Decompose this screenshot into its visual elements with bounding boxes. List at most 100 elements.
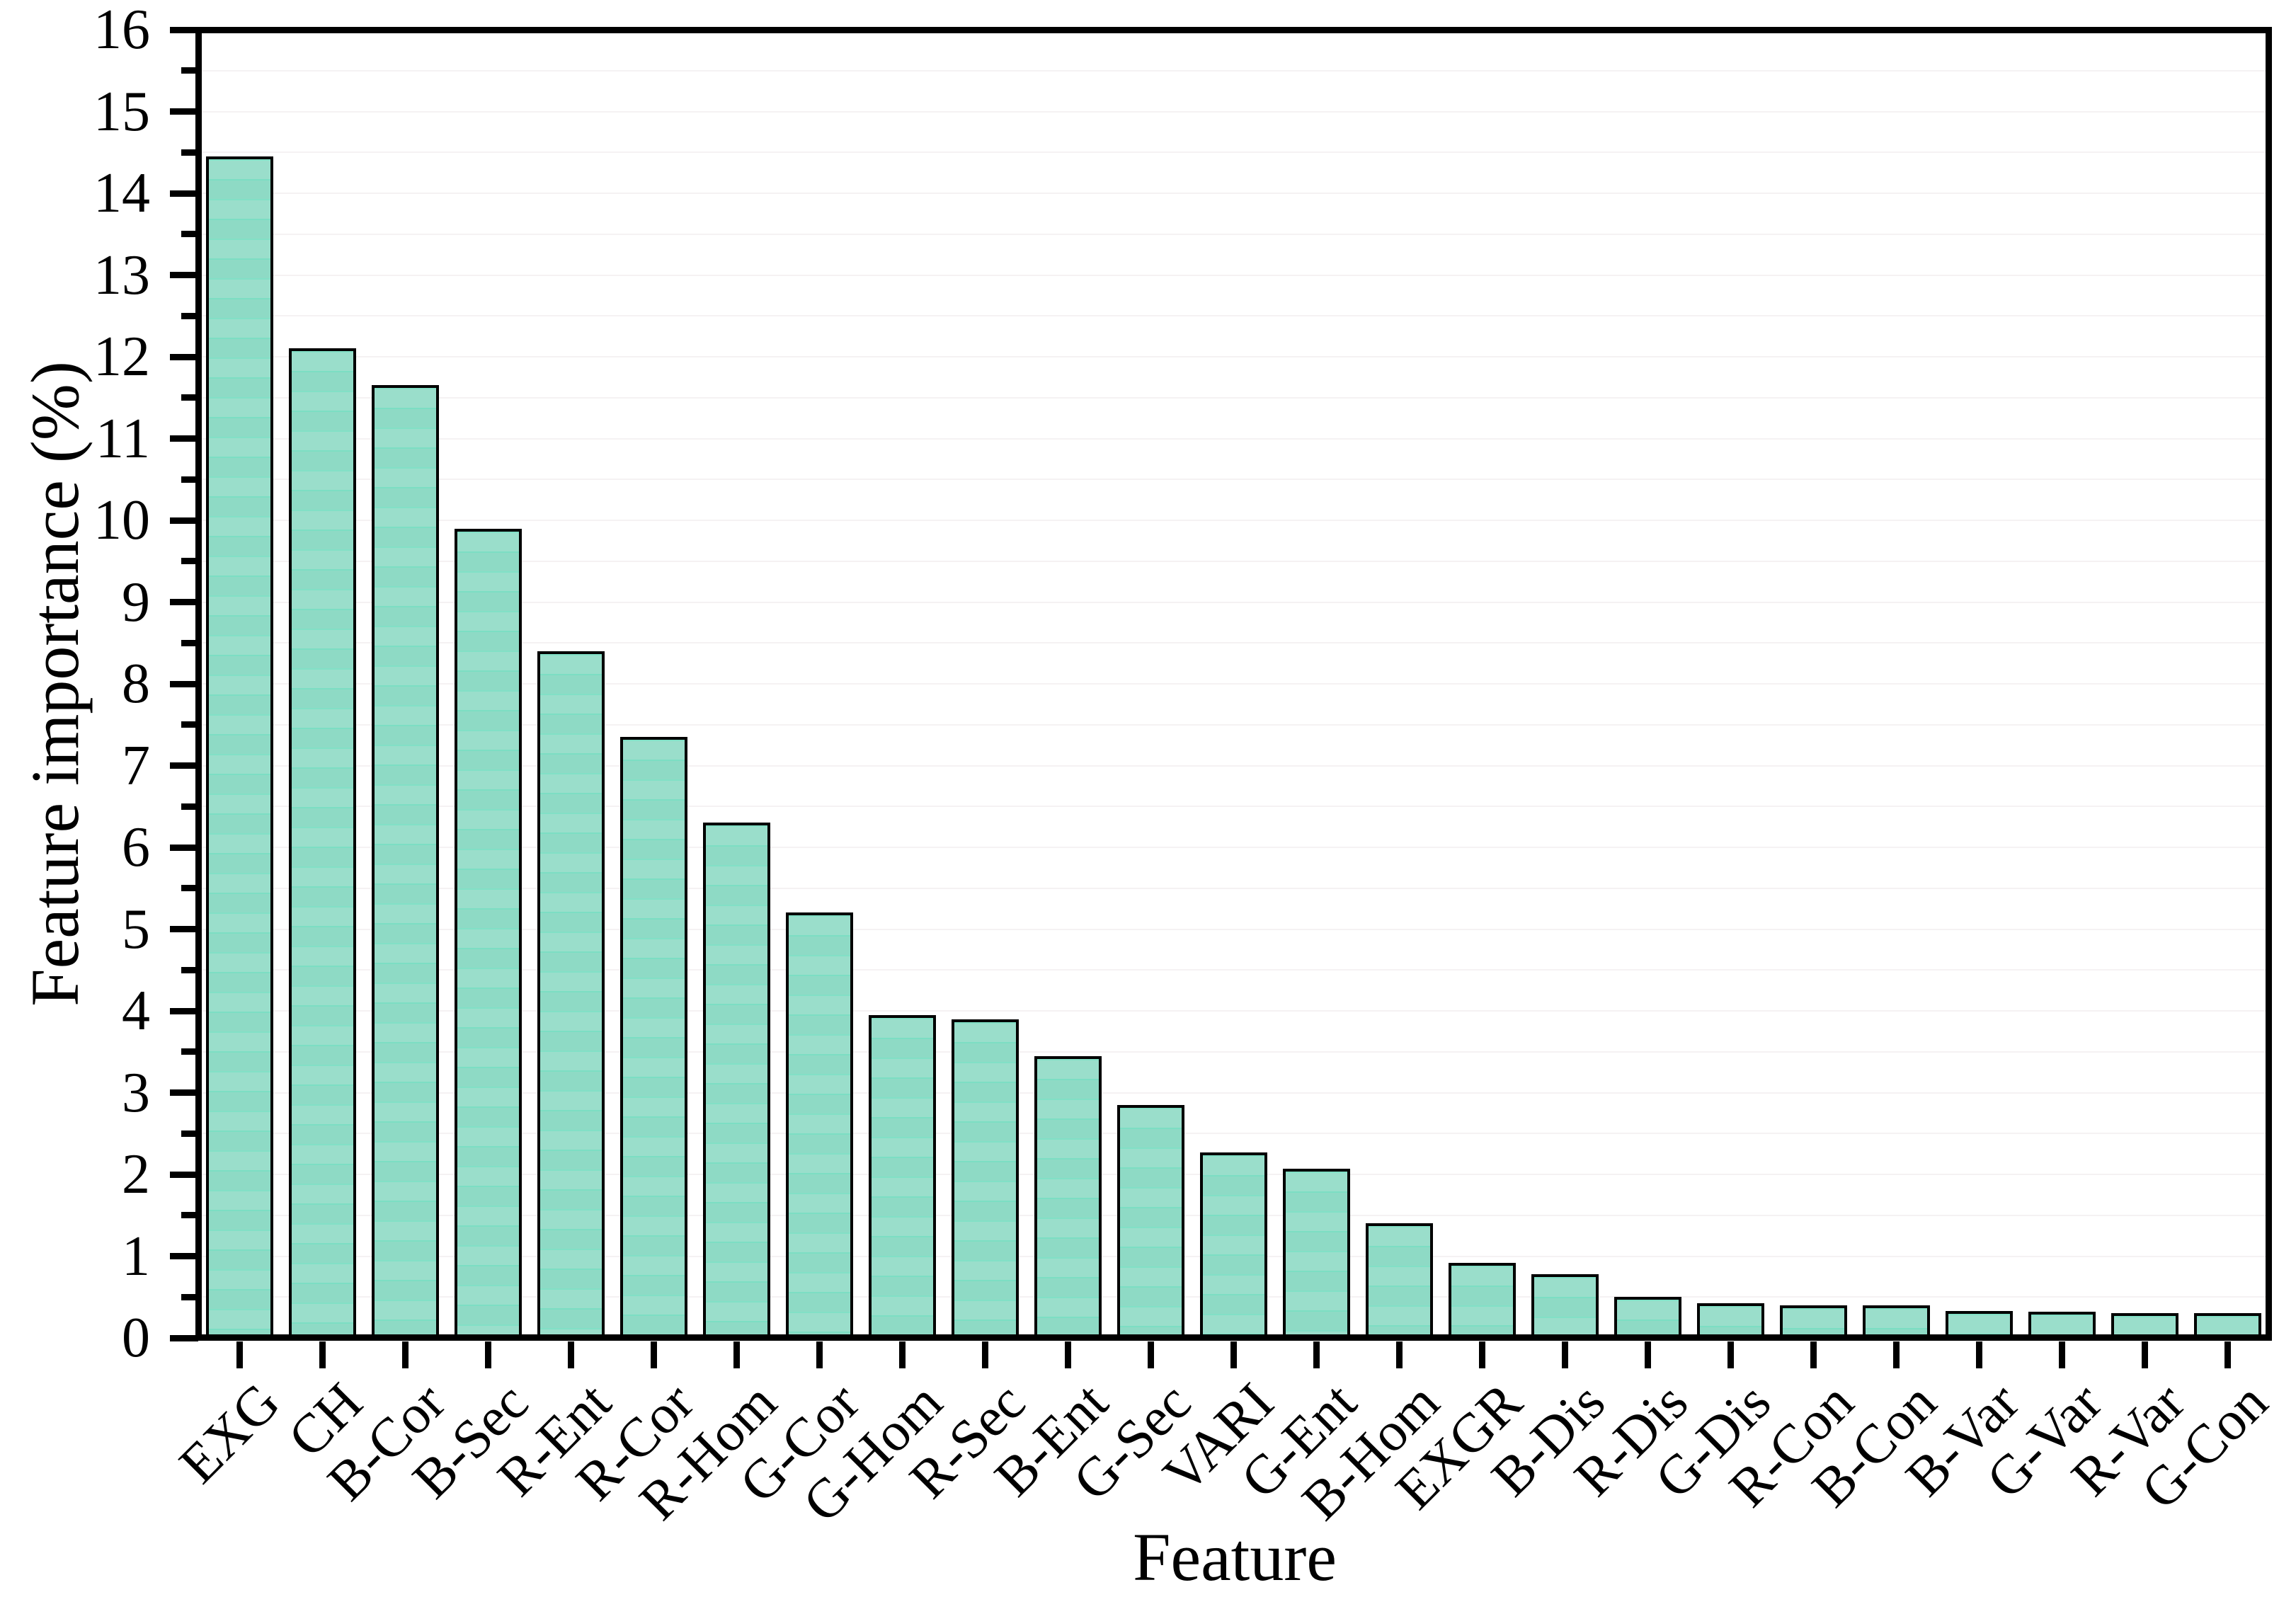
y-tick-label: 6 (122, 816, 150, 878)
bar-exgr (1449, 1262, 1516, 1338)
gridline (198, 887, 2269, 889)
bar-r-con (1780, 1305, 1847, 1338)
x-tick (982, 1341, 988, 1368)
bar-b-sec (455, 528, 522, 1338)
gridline (198, 479, 2269, 481)
y-major-tick (170, 517, 198, 524)
x-tick (2142, 1341, 2148, 1368)
y-tick-label: 4 (122, 980, 150, 1042)
y-tick-label: 3 (122, 1061, 150, 1124)
y-major-tick (170, 435, 198, 442)
y-minor-tick (181, 803, 198, 810)
x-tick (1976, 1341, 1982, 1368)
gridline (198, 683, 2269, 685)
y-minor-tick (181, 558, 198, 565)
bar-r-sec (952, 1019, 1019, 1338)
x-tick (319, 1341, 326, 1368)
bar-g-cor (786, 912, 853, 1338)
x-tick (1562, 1341, 1568, 1368)
bar-g-hom (869, 1014, 936, 1338)
bar-r-ent (537, 651, 605, 1338)
gridline (198, 274, 2269, 276)
x-tick (1645, 1341, 1651, 1368)
gridline (198, 437, 2269, 440)
gridline (198, 847, 2269, 848)
x-tick (2224, 1341, 2231, 1368)
gridline (198, 315, 2269, 317)
y-major-tick (170, 353, 198, 360)
bar-exg (206, 156, 273, 1338)
y-major-tick (170, 926, 198, 932)
y-major-tick (170, 762, 198, 769)
gridline (198, 601, 2269, 603)
y-major-tick (170, 108, 198, 115)
bar-g-con (2194, 1313, 2261, 1338)
bar-b-cor (372, 385, 439, 1338)
y-tick-label: 7 (122, 734, 150, 797)
y-tick-label: 13 (93, 244, 150, 307)
y-major-tick (170, 1334, 198, 1341)
plot-area (198, 30, 2269, 1338)
gridline (198, 193, 2269, 194)
y-minor-tick (181, 885, 198, 892)
y-major-tick (170, 26, 198, 33)
gridline (198, 233, 2269, 235)
x-tick (1727, 1341, 1734, 1368)
x-tick (1810, 1341, 1817, 1368)
x-tick (733, 1341, 740, 1368)
y-tick-label: 15 (93, 80, 150, 143)
x-tick (1893, 1341, 1900, 1368)
bar-g-dis (1697, 1303, 1764, 1338)
y-minor-tick (181, 1130, 198, 1137)
gridline (198, 560, 2269, 562)
y-major-tick (170, 844, 198, 851)
gridline (198, 1092, 2269, 1094)
x-tick-label-exg: EXG (166, 1370, 291, 1495)
bar-g-ent (1283, 1168, 1350, 1338)
y-major-tick (170, 272, 198, 278)
gridline (198, 1051, 2269, 1053)
bar-b-con (1863, 1305, 1930, 1338)
y-tick-label: 0 (122, 1307, 150, 1369)
gridline (198, 806, 2269, 808)
y-tick-label: 11 (95, 407, 150, 470)
gridline (198, 928, 2269, 930)
gridline (198, 1133, 2269, 1135)
y-tick-label: 1 (122, 1225, 150, 1288)
bar-b-hom (1366, 1223, 1433, 1338)
y-major-tick (170, 190, 198, 197)
bar-r-cor (620, 737, 687, 1338)
x-tick (1396, 1341, 1403, 1368)
bar-vari (1200, 1152, 1267, 1338)
x-tick (1065, 1341, 1071, 1368)
y-major-tick (170, 599, 198, 605)
gridline (198, 69, 2269, 71)
gridline (198, 356, 2269, 357)
y-tick-label: 5 (122, 898, 150, 961)
x-tick (651, 1341, 657, 1368)
y-major-tick (170, 680, 198, 687)
y-minor-tick (181, 966, 198, 973)
y-minor-tick (181, 67, 198, 74)
bar-g-sec (1117, 1104, 1184, 1338)
x-tick (402, 1341, 409, 1368)
gridline (198, 723, 2269, 726)
bar-r-var (2111, 1313, 2178, 1338)
gridline (198, 1010, 2269, 1012)
gridline (198, 110, 2269, 113)
bar-ch (289, 348, 356, 1338)
y-minor-tick (181, 1212, 198, 1219)
gridline (198, 151, 2269, 154)
y-tick-label: 9 (122, 571, 150, 634)
y-tick-label: 14 (93, 162, 150, 224)
y-minor-tick (181, 1048, 198, 1055)
x-tick (1230, 1341, 1237, 1368)
y-major-tick (170, 1007, 198, 1014)
x-tick (236, 1341, 243, 1368)
y-tick-label: 8 (122, 653, 150, 715)
y-tick-label: 12 (93, 326, 150, 388)
x-tick (1313, 1341, 1320, 1368)
y-major-tick (170, 1171, 198, 1178)
y-minor-tick (181, 1293, 198, 1300)
